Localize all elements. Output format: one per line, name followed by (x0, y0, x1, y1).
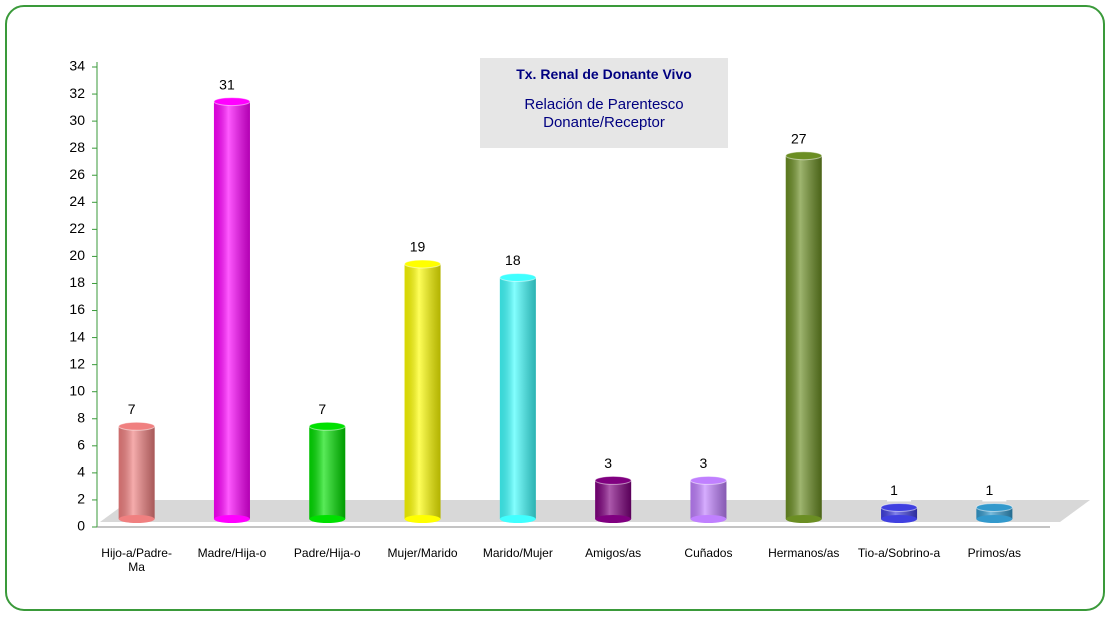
bar-base (785, 515, 822, 523)
x-tick-label: Marido/Mujer (482, 546, 553, 560)
bar (499, 272, 537, 523)
y-tick-label: 12 (69, 355, 85, 371)
x-tick-label: Hijo-a/Padre-Ma (101, 546, 172, 574)
bar-base (309, 515, 346, 523)
bar (785, 151, 823, 523)
bar-shade (213, 101, 250, 520)
bar-base (976, 515, 1013, 523)
value-label-bg (601, 454, 626, 475)
value-label: 7 (128, 401, 136, 417)
value-label: 19 (410, 239, 426, 255)
chart-title: Tx. Renal de Donante Vivo (516, 66, 692, 82)
y-tick-label: 6 (77, 437, 85, 453)
value-label: 18 (505, 252, 521, 268)
value-label: 3 (700, 455, 708, 471)
bar-top (404, 259, 442, 269)
y-tick-label: 2 (77, 491, 85, 507)
value-label-bg (124, 400, 149, 421)
bar-base (404, 515, 441, 523)
bar (975, 502, 1013, 523)
bar-top (118, 421, 156, 431)
value-label: 1 (985, 482, 993, 498)
x-tick-label: Madre/Hija-o (197, 546, 267, 560)
bar-base (595, 515, 632, 523)
bar-top (880, 502, 918, 512)
value-label-bg (315, 400, 340, 421)
bar-top (689, 475, 727, 485)
bar-shade (404, 263, 441, 519)
value-label-bg (410, 237, 435, 258)
x-tick-label: Padre/Hija-o (293, 546, 361, 560)
bar-shade (690, 480, 727, 519)
bar-shade (976, 507, 1013, 519)
bar-top (785, 151, 823, 161)
value-label: 3 (604, 455, 612, 471)
y-tick-label: 10 (69, 382, 85, 398)
bar-base (118, 515, 155, 523)
bar (594, 475, 632, 523)
y-tick-label: 14 (69, 328, 85, 344)
y-tick-label: 4 (77, 464, 85, 480)
bar-base (213, 515, 250, 523)
chart-subtitle: Relación de Parentesco Donante/Receptor (524, 96, 684, 131)
bar (308, 421, 346, 523)
bar-base (690, 515, 727, 523)
y-tick-label: 20 (69, 247, 85, 263)
bar-base (881, 515, 918, 523)
y-tick-label: 16 (69, 301, 85, 317)
value-label: 1 (890, 482, 898, 498)
frame (5, 5, 1105, 611)
bar-shade (309, 426, 346, 519)
y-tick-label: 24 (69, 193, 85, 209)
bar-top (308, 421, 346, 431)
value-label-bg (887, 481, 912, 502)
x-tick-label: Tio-a/Sobrino-a (857, 546, 941, 560)
value-label-bg (791, 129, 816, 150)
bar-shade (881, 507, 918, 519)
x-tick-label: Mujer/Marido (387, 546, 458, 560)
y-tick-label: 28 (69, 139, 85, 155)
value-label: 31 (219, 76, 235, 92)
value-label-bg (219, 75, 244, 96)
y-tick-label: 30 (69, 112, 85, 128)
y-tick-label: 22 (69, 220, 85, 236)
bar (213, 97, 251, 523)
x-tick-label: Cuñados (684, 546, 733, 560)
bar (404, 259, 442, 523)
x-tick-label: Primos/as (967, 546, 1022, 560)
value-label: 27 (791, 130, 807, 146)
bar (118, 421, 156, 523)
bar-top (499, 272, 537, 282)
value-label-bg (696, 454, 721, 475)
bar-base (499, 515, 536, 523)
y-tick-label: 32 (69, 85, 85, 101)
bar-shade (118, 426, 155, 519)
value-label-bg (505, 251, 530, 272)
bar-top (975, 502, 1013, 512)
floor (100, 500, 1090, 522)
bar-shade (785, 155, 822, 520)
y-tick-label: 26 (69, 166, 85, 182)
y-tick-label: 34 (69, 58, 85, 74)
bar (689, 475, 727, 523)
bar-top (594, 475, 632, 485)
title-box: Tx. Renal de Donante Vivo Relación de Pa… (480, 58, 728, 148)
bar-top (213, 97, 251, 107)
bar-shade (595, 480, 632, 519)
bar-shade (499, 277, 536, 519)
bar (880, 502, 918, 523)
value-label-bg (982, 481, 1007, 502)
y-tick-label: 0 (77, 518, 85, 534)
y-tick-label: 8 (77, 409, 85, 425)
x-tick-label: Hermanos/as (768, 546, 840, 560)
y-tick-label: 18 (69, 274, 85, 290)
x-tick-label: Amigos/as (585, 546, 642, 560)
value-label: 7 (318, 401, 326, 417)
